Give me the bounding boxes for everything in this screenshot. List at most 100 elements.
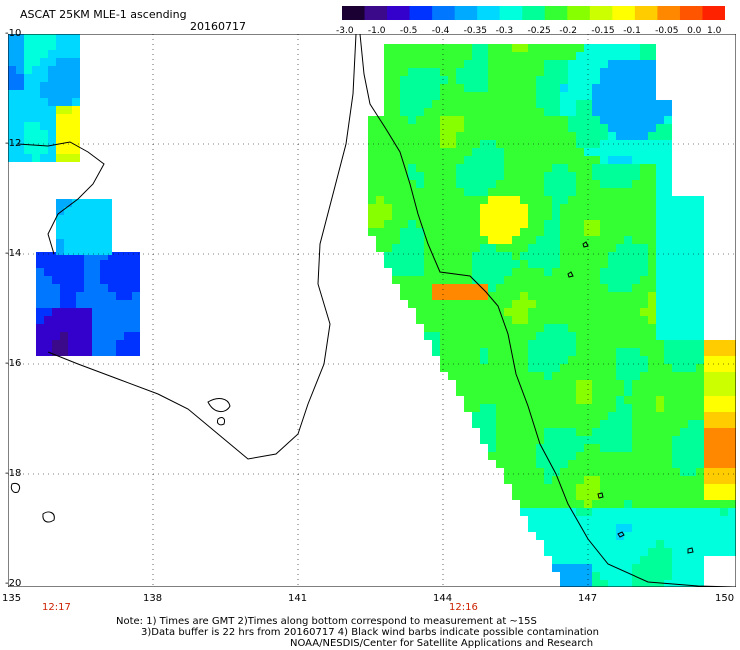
swath-cell (116, 300, 124, 308)
swath-cell (624, 572, 632, 580)
swath-cell (640, 100, 648, 108)
swath-cell (584, 428, 592, 436)
swath-cell (616, 380, 624, 388)
swath-cell (424, 132, 432, 140)
swath-cell (600, 268, 608, 276)
swath-cell (368, 132, 376, 140)
swath-cell (536, 388, 544, 396)
swath-cell (576, 420, 584, 428)
swath-cell (528, 244, 536, 252)
swath-cell (100, 332, 108, 340)
swath-cell (568, 396, 576, 404)
swath-cell (416, 252, 424, 260)
swath-cell (616, 548, 624, 556)
swath-cell (720, 500, 728, 508)
swath-cell (640, 172, 648, 180)
swath-cell (600, 252, 608, 260)
swath-cell (568, 300, 576, 308)
swath-cell (608, 372, 616, 380)
swath-cell (368, 164, 376, 172)
swath-cell (408, 260, 416, 268)
swath-cell (568, 44, 576, 52)
swath-cell (416, 124, 424, 132)
swath-cell (592, 204, 600, 212)
swath-cell (520, 436, 528, 444)
swath-cell (80, 207, 88, 215)
swath-cell (408, 92, 416, 100)
swath-cell (648, 156, 656, 164)
swath-cell (592, 220, 600, 228)
swath-cell (48, 122, 56, 130)
swath-cell (616, 252, 624, 260)
swath-cell (592, 516, 600, 524)
swath-cell (568, 172, 576, 180)
swath-cell (8, 106, 16, 114)
swath-cell (632, 340, 640, 348)
swath-cell (400, 44, 408, 52)
swath-cell (400, 180, 408, 188)
swath-cell (464, 44, 472, 52)
swath-cell (376, 132, 384, 140)
swath-cell (608, 84, 616, 92)
swath-cell (552, 500, 560, 508)
swath-cell (568, 60, 576, 68)
swath-cell (488, 380, 496, 388)
swath-cell (480, 396, 488, 404)
swath-cell (648, 516, 656, 524)
swath-cell (456, 260, 464, 268)
swath-cell (624, 236, 632, 244)
swath-cell (664, 412, 672, 420)
swath-cell (504, 180, 512, 188)
swath-cell (76, 276, 84, 284)
swath-cell (616, 348, 624, 356)
swath-cell (60, 340, 68, 348)
swath-cell (576, 316, 584, 324)
swath-cell (8, 138, 16, 146)
swath-cell (464, 332, 472, 340)
swath-cell (600, 364, 608, 372)
swath-cell (472, 156, 480, 164)
swath-cell (656, 308, 664, 316)
swath-cell (640, 476, 648, 484)
swath-cell (616, 188, 624, 196)
swath-cell (648, 196, 656, 204)
swath-cell (552, 372, 560, 380)
swath-cell (472, 132, 480, 140)
swath-cell (624, 492, 632, 500)
swath-cell (520, 324, 528, 332)
swath-cell (504, 116, 512, 124)
swath-cell (104, 207, 112, 215)
swath-cell (592, 292, 600, 300)
swath-cell (664, 196, 672, 204)
swath-cell (504, 84, 512, 92)
swath-cell (32, 114, 40, 122)
swath-cell (552, 260, 560, 268)
swath-cell (116, 332, 124, 340)
swath-cell (592, 308, 600, 316)
swath-cell (576, 564, 584, 572)
swath-cell (440, 244, 448, 252)
swath-cell (592, 228, 600, 236)
swath-cell (712, 508, 720, 516)
swath-cell (616, 340, 624, 348)
swath-cell (416, 172, 424, 180)
swath-cell (648, 180, 656, 188)
swath-cell (688, 460, 696, 468)
swath-cell (536, 460, 544, 468)
swath-cell (656, 260, 664, 268)
swath-cell (640, 500, 648, 508)
swath-cell (680, 460, 688, 468)
swath-cell (464, 276, 472, 284)
swath-cell (504, 124, 512, 132)
swath-cell (52, 316, 60, 324)
swath-cell (632, 548, 640, 556)
swath-cell (480, 196, 488, 204)
swath-cell (680, 268, 688, 276)
swath-cell (456, 196, 464, 204)
swath-cell (448, 132, 456, 140)
swath-cell (544, 236, 552, 244)
swath-cell (520, 404, 528, 412)
swath-cell (504, 300, 512, 308)
swath-cell (488, 364, 496, 372)
swath-cell (664, 292, 672, 300)
